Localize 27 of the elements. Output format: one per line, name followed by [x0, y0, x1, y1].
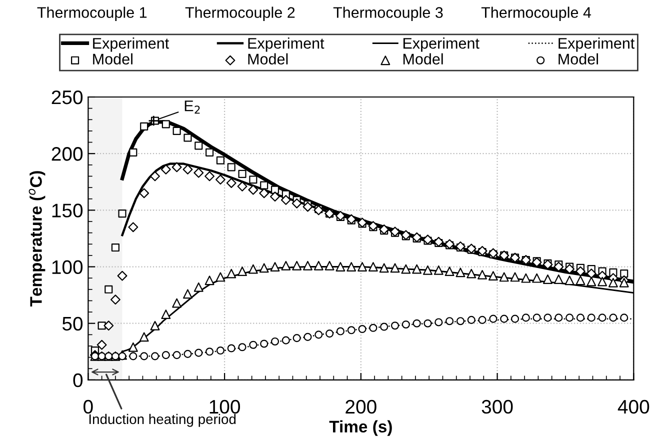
x-tick-label: 200: [346, 400, 376, 414]
x-tick-label: 400: [618, 400, 650, 414]
legend-label: Model: [93, 53, 132, 65]
y-tick-label: 50: [62, 316, 83, 331]
text: Thermocouple 1: [37, 6, 147, 21]
x-tick-label: 100: [210, 400, 240, 414]
text: Thermocouple 3: [333, 6, 443, 21]
band-label: Induction heating period: [89, 414, 236, 427]
x-tick-label: 300: [482, 400, 513, 414]
legend-label: Model: [403, 53, 443, 65]
y-axis-title: Temperature ($^{o}$C): [28, 171, 46, 307]
legend-label: Experiment: [558, 38, 635, 52]
text: Thermocouple 2: [185, 6, 295, 21]
y-tick-label: 100: [52, 260, 83, 274]
legend-label: Experiment: [248, 38, 324, 52]
legend-label: Model: [558, 53, 598, 65]
y-tick-label: 200: [52, 147, 83, 161]
text: Thermocouple 4: [481, 6, 592, 21]
annotation: E$_{2}$: [184, 100, 200, 114]
legend-label: Experiment: [403, 38, 480, 52]
y-tick-label: 150: [52, 204, 83, 218]
y-tick-label: 250: [52, 90, 83, 104]
legend-label: Model: [248, 53, 288, 65]
x-tick-label: 0: [84, 400, 93, 414]
y-tick-label: 0: [73, 373, 83, 388]
legend-label: Experiment: [93, 38, 170, 52]
x-axis-title: Time (s): [329, 420, 392, 436]
